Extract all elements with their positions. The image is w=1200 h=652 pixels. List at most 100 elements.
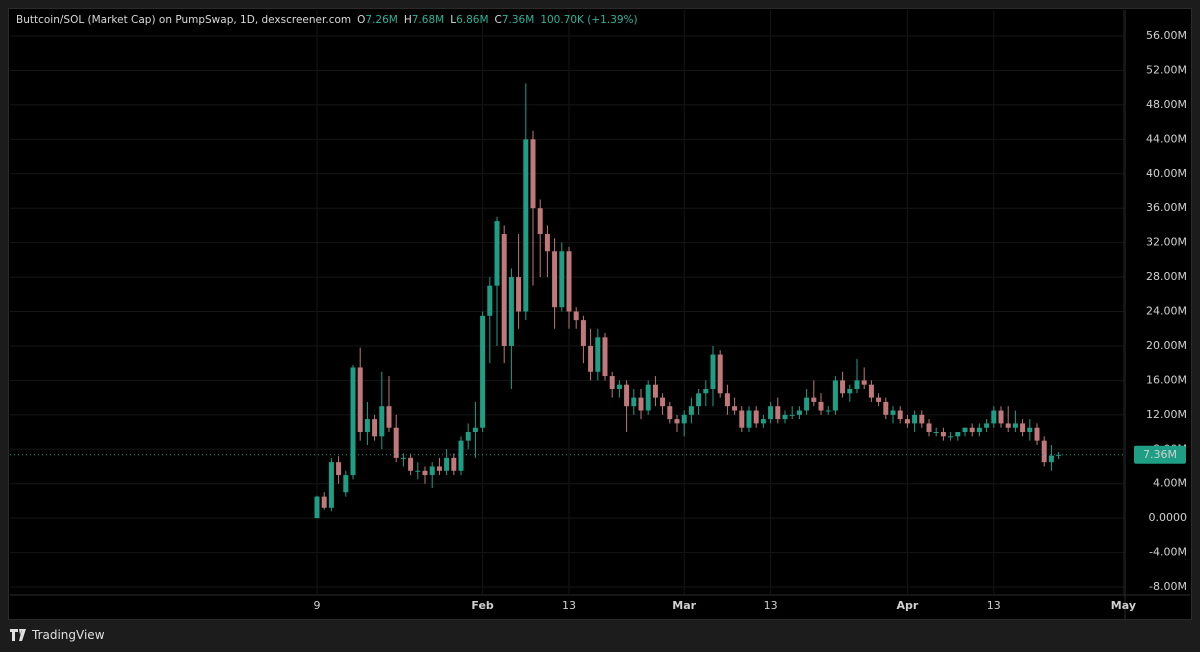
candle-body bbox=[976, 427, 982, 433]
brand-name: TradingView bbox=[32, 628, 105, 642]
candle-body bbox=[660, 397, 666, 407]
chart: -8.00M-4.00M0.00004.00M8.00M12.00M16.00M… bbox=[10, 10, 1190, 619]
ohlc-key: O bbox=[357, 14, 366, 26]
candle-body bbox=[357, 367, 363, 433]
candle-body bbox=[811, 397, 817, 402]
candle-body bbox=[364, 419, 370, 433]
candle-body bbox=[969, 427, 975, 433]
candle-body bbox=[732, 406, 738, 411]
ohlc-value: 6.86M bbox=[456, 14, 489, 26]
candle-body bbox=[883, 401, 889, 415]
candle-body bbox=[523, 139, 529, 312]
ohlc-value: 7.26M bbox=[365, 14, 398, 26]
y-tick-label: 36.00M bbox=[1146, 201, 1187, 214]
candle-body bbox=[760, 419, 766, 424]
candle-body bbox=[314, 496, 320, 519]
y-tick-label: 52.00M bbox=[1146, 63, 1187, 76]
candle-body bbox=[1012, 423, 1018, 428]
candle-body bbox=[472, 427, 478, 433]
candle-body bbox=[537, 208, 543, 235]
candle-body bbox=[674, 419, 680, 424]
ohlc-key: L bbox=[450, 14, 457, 26]
candle-body bbox=[1005, 423, 1011, 428]
y-tick-label: 24.00M bbox=[1146, 305, 1187, 318]
candle-body bbox=[652, 384, 658, 398]
y-tick-label: -4.00M bbox=[1149, 546, 1187, 559]
candle-body bbox=[854, 380, 860, 389]
candle-body bbox=[415, 470, 421, 472]
change: 100.70K (+1.39%) bbox=[540, 14, 638, 26]
candle-body bbox=[681, 414, 687, 424]
candle-body bbox=[631, 397, 637, 407]
candle-body bbox=[458, 440, 464, 471]
candle-body bbox=[501, 234, 507, 346]
ohlc-item: L6.86M bbox=[450, 14, 488, 26]
ohlc-value: 7.36M bbox=[501, 14, 535, 26]
candle-body bbox=[516, 277, 522, 312]
candle-body bbox=[429, 466, 435, 476]
x-tick-label: May bbox=[1111, 599, 1136, 612]
y-tick-label: 12.00M bbox=[1146, 408, 1187, 421]
candle-body bbox=[789, 414, 795, 416]
candle-body bbox=[775, 406, 781, 420]
candle-body bbox=[559, 251, 565, 308]
y-tick-label: 0.0000 bbox=[1149, 511, 1188, 524]
candle-body bbox=[753, 410, 759, 424]
y-tick-label: 28.00M bbox=[1146, 270, 1187, 283]
candle-body bbox=[998, 410, 1004, 424]
y-tick-label: 44.00M bbox=[1146, 132, 1187, 145]
x-tick-label: Mar bbox=[672, 599, 696, 612]
candle-body bbox=[386, 406, 392, 428]
candle-body bbox=[552, 251, 558, 308]
chart-title: Buttcoin/SOL (Market Cap) on PumpSwap, 1… bbox=[16, 14, 352, 26]
candle-body bbox=[393, 427, 399, 458]
candle-body bbox=[948, 436, 954, 438]
ohlc-key: C bbox=[494, 14, 502, 26]
candle-body bbox=[890, 410, 896, 415]
candle-body bbox=[991, 410, 997, 424]
candle-body bbox=[321, 496, 327, 508]
candle-body bbox=[544, 234, 550, 252]
y-tick-label: 32.00M bbox=[1146, 236, 1187, 249]
y-tick-label: 48.00M bbox=[1146, 98, 1187, 111]
candle-body bbox=[350, 367, 356, 476]
candle-body bbox=[580, 320, 586, 346]
candle-body bbox=[480, 315, 486, 428]
candle-body bbox=[422, 470, 428, 476]
y-tick-label: 16.00M bbox=[1146, 373, 1187, 386]
y-tick-label: 40.00M bbox=[1146, 167, 1187, 180]
candle-body bbox=[1027, 427, 1033, 433]
chart-header: Buttcoin/SOL (Market Cap) on PumpSwap, 1… bbox=[16, 14, 638, 26]
candle-body bbox=[616, 384, 622, 389]
candle-body bbox=[717, 354, 723, 394]
candle-body bbox=[1041, 440, 1047, 463]
candle-body bbox=[933, 432, 939, 434]
candle-body bbox=[804, 397, 810, 411]
candle-body bbox=[710, 354, 716, 389]
x-tick-label: 13 bbox=[562, 599, 576, 612]
x-tick-label: Feb bbox=[471, 599, 494, 612]
y-tick-label: 4.00M bbox=[1153, 477, 1187, 490]
y-tick-label: 56.00M bbox=[1146, 29, 1187, 42]
candle-body bbox=[876, 397, 882, 402]
ohlc-item: C7.36M bbox=[495, 14, 535, 26]
y-tick-label: -8.00M bbox=[1149, 580, 1187, 593]
candle-body bbox=[336, 462, 342, 476]
candle-body bbox=[984, 423, 990, 428]
candle-body bbox=[379, 406, 385, 437]
candle-body bbox=[724, 393, 730, 407]
candle-body bbox=[940, 432, 946, 437]
candle-body bbox=[1048, 455, 1054, 463]
candle-body bbox=[912, 414, 918, 424]
candle-body bbox=[595, 337, 601, 372]
ohlc-value: 7.68M bbox=[411, 14, 445, 26]
candle-body bbox=[832, 380, 838, 411]
candle-body bbox=[487, 285, 493, 316]
candle-body bbox=[436, 466, 442, 471]
last-price-label: 7.36M bbox=[1143, 448, 1177, 461]
candle-body bbox=[343, 475, 349, 493]
candle-body bbox=[588, 345, 594, 372]
candle-body bbox=[861, 380, 867, 385]
candle-body bbox=[955, 432, 961, 437]
candle-body bbox=[696, 393, 702, 407]
